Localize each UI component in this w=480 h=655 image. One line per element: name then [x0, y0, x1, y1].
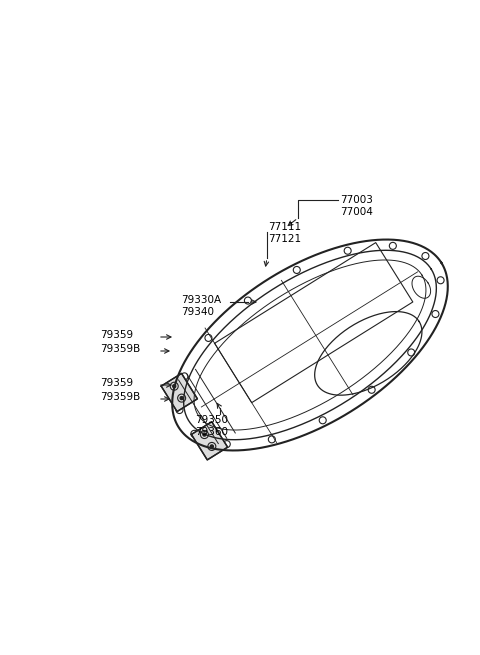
Polygon shape [192, 422, 228, 460]
Text: 79359B: 79359B [100, 344, 140, 354]
Text: 79330A
79340: 79330A 79340 [181, 295, 221, 316]
Text: 79359: 79359 [100, 330, 133, 340]
Circle shape [210, 445, 213, 448]
Polygon shape [161, 373, 197, 411]
Text: 77111
77121: 77111 77121 [268, 222, 301, 244]
Text: 79359B: 79359B [100, 392, 140, 402]
Text: 79359: 79359 [100, 378, 133, 388]
Circle shape [173, 384, 176, 388]
Text: 79350
79360: 79350 79360 [195, 415, 228, 437]
Circle shape [180, 396, 183, 400]
Text: 77003
77004: 77003 77004 [340, 195, 373, 217]
Circle shape [203, 433, 206, 436]
